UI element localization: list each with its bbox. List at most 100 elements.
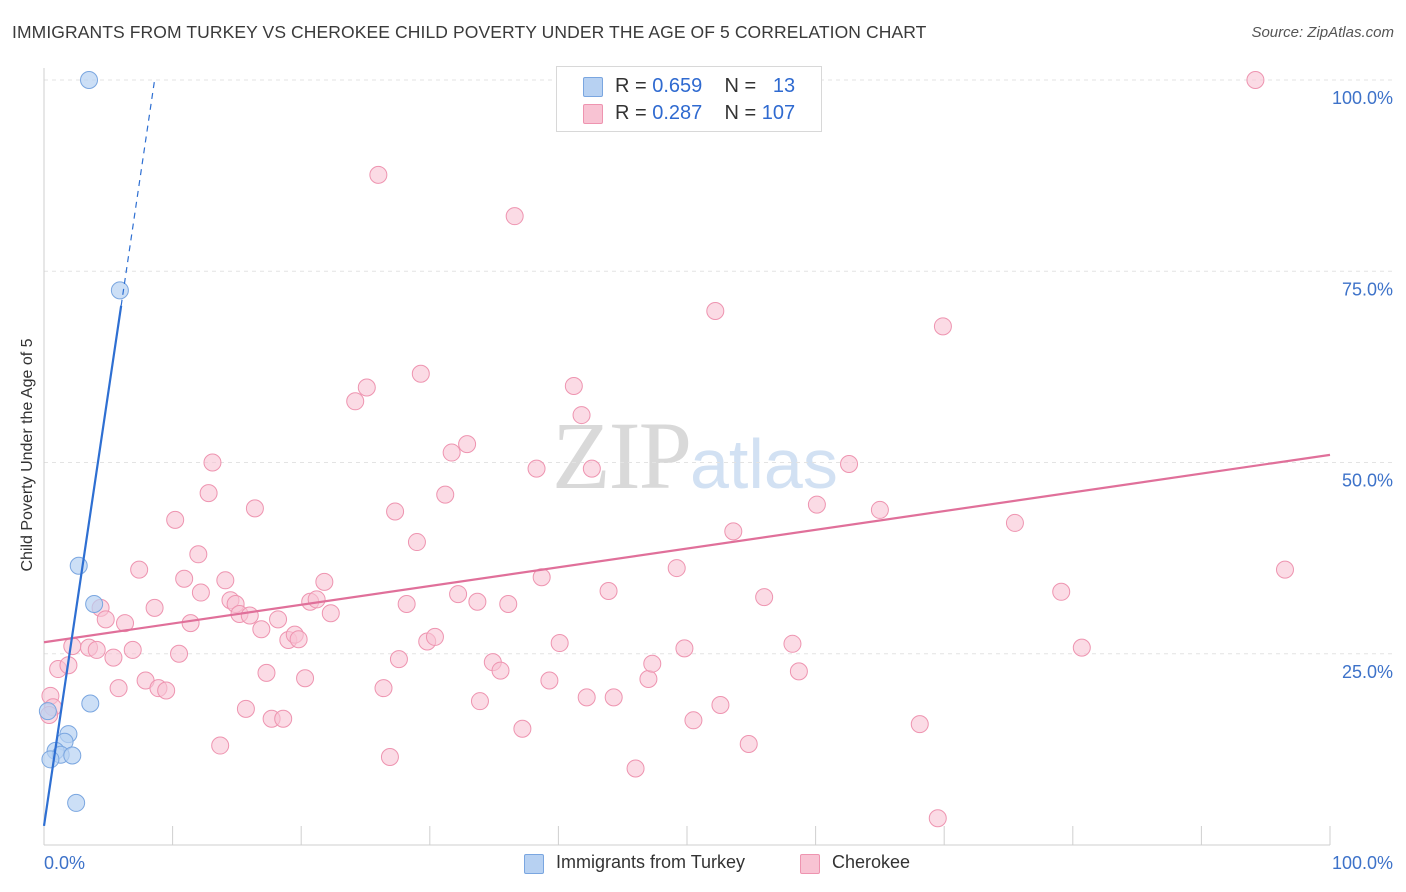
bottom-legend-label-turkey: Immigrants from Turkey [556,852,746,872]
source-attribution: Source: ZipAtlas.com [1251,24,1394,41]
legend-r-label: R = [615,75,647,97]
data-point-turkey [80,71,99,89]
data-point-turkey [41,750,60,769]
y-axis-label: Child Poverty Under the Age of 5 [19,338,36,572]
data-point-cherokee [216,571,235,590]
data-point-cherokee [1052,582,1071,601]
data-point-cherokee [1005,513,1024,532]
legend-swatch-cherokee [583,104,603,124]
data-point-cherokee [513,719,532,738]
data-point-cherokee [599,582,618,601]
data-point-cherokee [425,627,444,646]
data-point-turkey [81,694,100,713]
data-point-cherokee [346,392,365,411]
data-point-cherokee [357,378,376,397]
data-point-cherokee [626,759,645,778]
data-point-turkey [38,702,57,721]
data-point-cherokee [240,606,259,625]
data-point-cherokee [449,585,468,604]
data-point-turkey [63,746,82,765]
data-point-cherokee [582,459,601,478]
data-point-cherokee [470,692,489,711]
trend-line-turkey [42,305,123,827]
data-point-cherokee [109,679,128,698]
data-point-cherokee [321,604,340,623]
cherokee-points [40,71,1294,828]
data-point-cherokee [442,443,461,462]
data-point-cherokee [104,648,123,667]
turkey-points [38,71,129,812]
bottom-legend-swatch-turkey [524,854,544,874]
legend-r-value-turkey: 0.659 [652,75,703,97]
y-tick-label: 50.0% [1342,471,1393,491]
data-point-cherokee [572,406,591,425]
data-point-cherokee [245,499,264,518]
data-point-cherokee [643,654,662,673]
data-point-cherokee [274,709,293,728]
data-point-cherokee [639,669,658,688]
data-point-cherokee [175,569,194,588]
data-point-cherokee [296,669,315,688]
data-point-cherokee [199,484,218,503]
data-point-cherokee [1072,638,1091,657]
data-point-cherokee [604,688,623,707]
data-point-cherokee [870,500,889,519]
data-point-cherokee [157,681,176,700]
bottom-legend-label-cherokee: Cherokee [832,852,911,872]
data-point-cherokee [789,662,808,681]
data-point-cherokee [1275,560,1294,579]
data-point-cherokee [468,592,487,611]
data-point-cherokee [684,711,703,730]
data-point-turkey [67,793,86,812]
data-point-cherokee [711,696,730,715]
x-tick-label-max: 100.0% [1332,853,1393,873]
data-point-cherokee [505,207,524,226]
data-point-cherokee [307,590,326,609]
data-point-turkey [69,556,88,575]
data-point-cherokee [369,165,388,184]
bottom-legend-swatch-cherokee [800,854,820,874]
data-point-cherokee [564,377,583,395]
data-point-cherokee [407,533,426,552]
data-point-cherokee [928,809,947,828]
legend-r-label: R = [615,102,647,124]
data-point-cherokee [910,715,929,734]
data-point-cherokee [807,495,826,514]
legend-n-value-cherokee: 107 [761,102,796,124]
trend-lines [42,79,1331,827]
trend-line-turkey-extension [120,79,156,306]
data-point-cherokee [211,736,230,755]
trend-line-cherokee [43,453,1331,644]
chart-title: IMMIGRANTS FROM TURKEY VS CHEROKEE CHILD… [12,22,927,42]
data-point-cherokee [386,502,405,521]
axes [43,68,1331,846]
data-point-cherokee [1246,71,1265,89]
data-point-cherokee [191,583,210,602]
data-point-cherokee [145,598,164,617]
data-point-cherokee [540,671,559,690]
data-point-cherokee [269,610,288,629]
legend-swatch-turkey [583,77,603,97]
data-point-cherokee [96,610,115,629]
data-point-cherokee [380,748,399,767]
data-point-cherokee [458,435,477,454]
data-point-cherokee [123,640,142,659]
data-point-cherokee [397,595,416,614]
data-point-cherokee [289,630,308,649]
data-point-cherokee [499,595,518,614]
legend-r-value-cherokee: 0.287 [652,102,703,124]
x-tick-label-min: 0.0% [44,853,85,873]
data-point-cherokee [436,485,455,504]
grid-lines [44,79,1392,655]
data-point-cherokee [724,522,743,541]
data-point-cherokee [130,560,149,579]
legend-n-label: N = [724,102,757,124]
data-point-turkey [85,595,104,614]
data-point-cherokee [550,634,569,653]
data-point-cherokee [411,364,430,383]
data-point-cherokee [252,620,271,639]
legend-n-label: N = [724,75,757,97]
data-point-cherokee [933,317,952,336]
correlation-legend: R = 0.659 N = 13 R = 0.287 N = 107 [556,66,822,132]
